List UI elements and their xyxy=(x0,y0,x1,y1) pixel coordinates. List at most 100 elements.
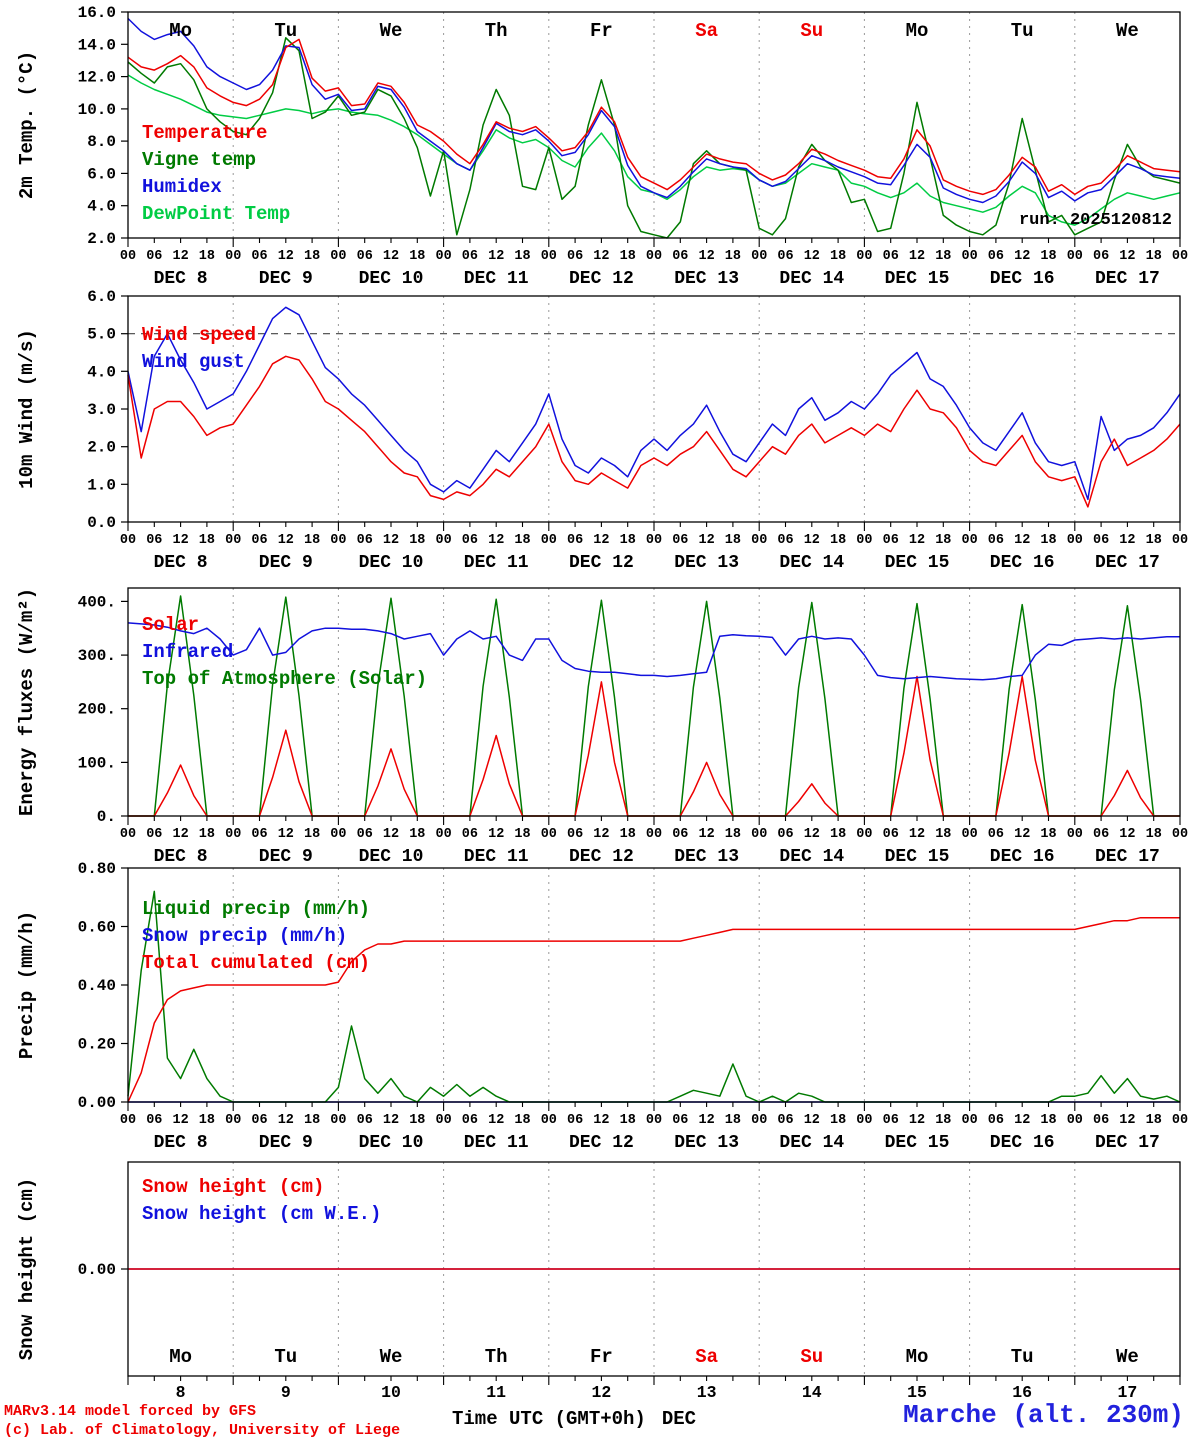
hour-label: 12 xyxy=(804,249,820,264)
x-axis-title: Time UTC (GMT+0h) DEC xyxy=(452,1408,696,1430)
hour-label: 18 xyxy=(304,1113,320,1128)
hour-label: 18 xyxy=(830,533,846,548)
date-label: DEC 8 xyxy=(154,1133,208,1153)
y-tick-label: 0.00 xyxy=(78,1094,116,1112)
hour-label: 00 xyxy=(1067,249,1083,264)
date-label: DEC 14 xyxy=(779,269,844,289)
hour-label: 12 xyxy=(383,533,399,548)
hour-label: 18 xyxy=(935,1113,951,1128)
panel-temp2m: 2.0 4.0 6.0 8.0 10.0 12.0 14.0 16.0 00 06 12 18 00 06… xyxy=(16,4,1188,289)
legend-solar: Solar xyxy=(142,614,199,636)
y-tick-label: 5.0 xyxy=(87,326,116,344)
day-name: Mo xyxy=(906,1346,929,1368)
y-tick-label: 0.80 xyxy=(78,860,116,878)
hour-label: 18 xyxy=(935,249,951,264)
footer: MARv3.14 model forced by GFS (c) Lab. of… xyxy=(0,1398,1194,1440)
hour-label: 06 xyxy=(251,249,267,264)
hour-label: 00 xyxy=(856,249,872,264)
y-tick-label: 10.0 xyxy=(78,101,116,119)
hour-label: 00 xyxy=(1172,1113,1188,1128)
hour-label: 18 xyxy=(1146,1113,1162,1128)
series-humidex xyxy=(127,17,1181,204)
y-tick-label: 0.40 xyxy=(78,977,116,995)
date-label: DEC 12 xyxy=(569,269,634,289)
y-axis-title: Snow height (cm) xyxy=(16,1178,38,1360)
date-label: DEC 16 xyxy=(990,553,1055,573)
hour-label: 12 xyxy=(172,249,188,264)
hour-label: 06 xyxy=(988,533,1004,548)
hour-label: 00 xyxy=(751,249,767,264)
y-tick-label: 3.0 xyxy=(87,401,116,419)
hour-label: 06 xyxy=(357,827,373,842)
hour-label: 06 xyxy=(777,827,793,842)
hour-label: 00 xyxy=(541,249,557,264)
y-tick-label: 100. xyxy=(78,754,116,772)
day-number: 16 xyxy=(1012,1383,1032,1400)
hour-label: 12 xyxy=(909,249,925,264)
date-label: DEC 11 xyxy=(464,847,529,867)
hour-label: 00 xyxy=(1067,1113,1083,1128)
hour-label: 12 xyxy=(383,827,399,842)
date-label: DEC 15 xyxy=(885,553,950,573)
hour-label: 06 xyxy=(672,249,688,264)
hour-label: 06 xyxy=(251,827,267,842)
hour-label: 12 xyxy=(488,827,504,842)
hour-label: 12 xyxy=(698,533,714,548)
y-tick-label: 400. xyxy=(78,593,116,611)
date-label: DEC 13 xyxy=(674,1133,739,1153)
hour-label: 18 xyxy=(935,533,951,548)
date-label: DEC 12 xyxy=(569,847,634,867)
hour-label: 00 xyxy=(1172,533,1188,548)
hour-label: 06 xyxy=(988,827,1004,842)
series-infrared xyxy=(127,622,1180,681)
date-label: DEC 10 xyxy=(359,1133,424,1153)
panel-energy: 0. 100. 200. 300. 400. 00 06 12 18 00 06 12 18 00 06 12… xyxy=(16,587,1188,867)
hour-label: 00 xyxy=(961,827,977,842)
hour-label: 18 xyxy=(620,1113,636,1128)
hour-label: 06 xyxy=(777,533,793,548)
hour-label: 00 xyxy=(646,827,662,842)
hour-label: 00 xyxy=(435,827,451,842)
hour-label: 18 xyxy=(1146,533,1162,548)
date-label: DEC 15 xyxy=(885,1133,950,1153)
legend-dewpoint-temp: DewPoint Temp xyxy=(142,203,290,225)
station-label: Marche (alt. 230m) xyxy=(903,1400,1184,1430)
hour-label: 06 xyxy=(567,827,583,842)
hour-label: 06 xyxy=(251,1113,267,1128)
day-name: We xyxy=(1116,1346,1139,1368)
hour-label: 12 xyxy=(1014,827,1030,842)
hour-label: 18 xyxy=(409,827,425,842)
hour-label: 06 xyxy=(146,533,162,548)
date-label: DEC 14 xyxy=(779,1133,844,1153)
hour-label: 18 xyxy=(935,827,951,842)
hour-label: 06 xyxy=(883,533,899,548)
hour-label: 12 xyxy=(488,1113,504,1128)
day-name: Su xyxy=(800,20,823,42)
credit-line-1: MARv3.14 model forced by GFS xyxy=(4,1403,257,1420)
date-label: DEC 10 xyxy=(359,553,424,573)
hour-label: 06 xyxy=(777,1113,793,1128)
y-axis-title: 10m Wind (m/s) xyxy=(16,329,38,489)
day-name: Sa xyxy=(695,1346,718,1368)
hour-label: 18 xyxy=(620,249,636,264)
y-axis-title: 2m Temp. (°C) xyxy=(16,51,38,199)
hour-label: 18 xyxy=(725,533,741,548)
y-tick-label: 300. xyxy=(78,647,116,665)
hour-label: 00 xyxy=(330,827,346,842)
legend-temperature: Temperature xyxy=(142,122,267,144)
date-label: DEC 15 xyxy=(885,269,950,289)
date-label: DEC 13 xyxy=(674,553,739,573)
hour-label: 00 xyxy=(751,533,767,548)
hour-label: 12 xyxy=(172,827,188,842)
y-tick-label: 0.60 xyxy=(78,919,116,937)
date-label: DEC 12 xyxy=(569,553,634,573)
hour-label: 00 xyxy=(1067,533,1083,548)
hour-label: 12 xyxy=(804,533,820,548)
hour-label: 00 xyxy=(225,827,241,842)
hour-label: 12 xyxy=(909,827,925,842)
hour-label: 06 xyxy=(462,827,478,842)
hour-label: 18 xyxy=(304,249,320,264)
legend-snow-precip-mm-h-: Snow precip (mm/h) xyxy=(142,925,347,947)
hour-label: 00 xyxy=(120,1113,136,1128)
